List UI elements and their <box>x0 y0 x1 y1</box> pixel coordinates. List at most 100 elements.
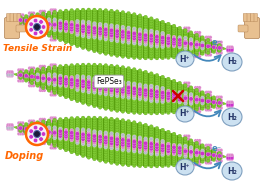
Circle shape <box>6 15 10 19</box>
Circle shape <box>64 130 68 134</box>
Circle shape <box>81 82 85 86</box>
Circle shape <box>10 16 14 20</box>
Circle shape <box>138 122 142 126</box>
Circle shape <box>189 104 193 108</box>
Circle shape <box>43 10 46 13</box>
Circle shape <box>33 23 41 30</box>
Circle shape <box>166 142 170 146</box>
Circle shape <box>70 138 74 142</box>
Circle shape <box>93 104 96 108</box>
Circle shape <box>161 56 164 60</box>
Circle shape <box>93 127 96 131</box>
Circle shape <box>121 13 125 17</box>
Circle shape <box>28 26 31 29</box>
Circle shape <box>58 21 62 25</box>
Circle shape <box>201 160 204 163</box>
Circle shape <box>183 41 187 45</box>
Circle shape <box>93 44 96 48</box>
Circle shape <box>178 163 182 167</box>
Circle shape <box>132 108 136 112</box>
Circle shape <box>92 83 97 88</box>
Circle shape <box>189 53 193 57</box>
Circle shape <box>19 15 22 19</box>
Circle shape <box>41 71 45 75</box>
Circle shape <box>10 15 14 19</box>
Circle shape <box>70 73 74 77</box>
Circle shape <box>155 37 159 41</box>
Circle shape <box>30 29 33 32</box>
Circle shape <box>104 37 108 41</box>
Circle shape <box>206 44 210 48</box>
Circle shape <box>161 130 164 134</box>
Circle shape <box>121 35 125 39</box>
Circle shape <box>19 24 22 28</box>
Circle shape <box>132 51 136 55</box>
Circle shape <box>36 26 40 30</box>
Circle shape <box>32 84 35 87</box>
Circle shape <box>24 17 28 21</box>
Circle shape <box>138 30 142 34</box>
Circle shape <box>172 51 176 55</box>
Circle shape <box>195 95 199 99</box>
Circle shape <box>104 131 108 135</box>
Circle shape <box>121 140 125 145</box>
Circle shape <box>64 40 68 44</box>
Circle shape <box>43 86 46 89</box>
Circle shape <box>187 164 190 168</box>
Circle shape <box>76 44 79 48</box>
Circle shape <box>104 35 108 39</box>
Circle shape <box>132 29 136 33</box>
Circle shape <box>219 51 223 55</box>
Circle shape <box>87 28 91 32</box>
Circle shape <box>132 39 136 43</box>
Circle shape <box>132 121 136 124</box>
Circle shape <box>104 117 108 120</box>
Circle shape <box>53 126 57 130</box>
Circle shape <box>189 97 193 101</box>
Circle shape <box>209 147 212 150</box>
Circle shape <box>53 146 57 149</box>
Circle shape <box>155 56 159 60</box>
Circle shape <box>104 133 108 137</box>
Circle shape <box>144 52 147 55</box>
Circle shape <box>98 18 102 21</box>
Circle shape <box>104 13 108 17</box>
Circle shape <box>218 151 221 155</box>
Circle shape <box>115 44 119 48</box>
Circle shape <box>87 75 91 79</box>
Circle shape <box>49 90 53 94</box>
Circle shape <box>109 33 113 37</box>
Circle shape <box>92 28 97 33</box>
Circle shape <box>8 16 12 20</box>
Circle shape <box>53 116 57 120</box>
Circle shape <box>98 94 102 98</box>
Circle shape <box>70 131 74 135</box>
Circle shape <box>81 125 85 129</box>
Circle shape <box>47 27 51 30</box>
Polygon shape <box>12 65 228 113</box>
Circle shape <box>189 152 193 156</box>
Circle shape <box>206 103 210 106</box>
Circle shape <box>87 88 91 91</box>
Circle shape <box>104 42 108 46</box>
Circle shape <box>17 68 21 72</box>
Circle shape <box>53 93 57 97</box>
Circle shape <box>138 83 142 87</box>
Circle shape <box>30 11 33 15</box>
Circle shape <box>39 127 43 131</box>
Circle shape <box>58 91 62 94</box>
Circle shape <box>47 135 51 139</box>
FancyBboxPatch shape <box>238 25 248 32</box>
Circle shape <box>166 106 170 110</box>
Circle shape <box>98 158 102 162</box>
Circle shape <box>189 141 193 145</box>
Circle shape <box>98 15 102 19</box>
Circle shape <box>172 152 176 156</box>
Circle shape <box>121 136 125 139</box>
Circle shape <box>64 73 68 77</box>
Circle shape <box>87 43 91 46</box>
Circle shape <box>138 85 142 89</box>
Circle shape <box>64 132 68 136</box>
Circle shape <box>138 157 142 161</box>
Circle shape <box>155 33 159 36</box>
